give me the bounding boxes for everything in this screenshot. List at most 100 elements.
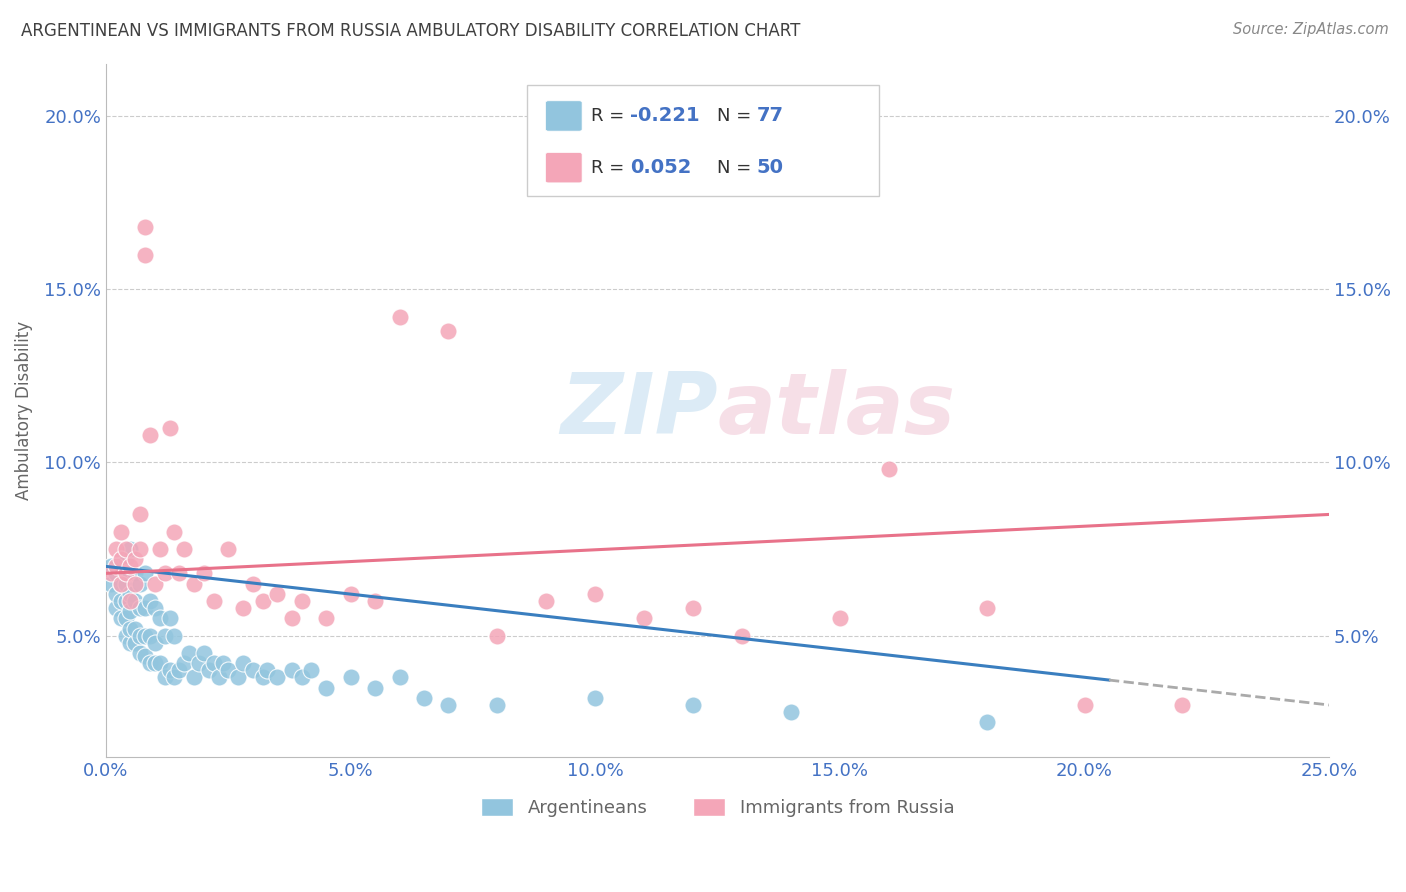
- Text: 77: 77: [756, 106, 783, 126]
- Point: [877, 462, 900, 476]
- Point: [120, 594, 142, 608]
- Point: [486, 698, 509, 712]
- Text: -0.221: -0.221: [630, 106, 700, 126]
- Point: [139, 629, 162, 643]
- Point: [129, 542, 152, 557]
- Point: [633, 611, 655, 625]
- Point: [104, 601, 127, 615]
- Point: [104, 587, 127, 601]
- Point: [212, 657, 235, 671]
- Point: [153, 670, 176, 684]
- Point: [183, 576, 205, 591]
- Text: N =: N =: [717, 159, 756, 177]
- Point: [217, 664, 239, 678]
- Point: [124, 622, 146, 636]
- Point: [129, 629, 152, 643]
- Point: [124, 635, 146, 649]
- Point: [114, 629, 136, 643]
- Point: [266, 670, 288, 684]
- Point: [143, 635, 166, 649]
- Point: [134, 601, 156, 615]
- Point: [129, 646, 152, 660]
- Point: [291, 594, 314, 608]
- Point: [226, 670, 249, 684]
- Point: [437, 698, 460, 712]
- Point: [124, 566, 146, 581]
- Point: [114, 594, 136, 608]
- Point: [100, 576, 122, 591]
- Point: [217, 542, 239, 557]
- Point: [183, 670, 205, 684]
- Text: R =: R =: [591, 107, 630, 125]
- Point: [266, 587, 288, 601]
- Point: [682, 601, 704, 615]
- Point: [202, 594, 225, 608]
- Point: [129, 576, 152, 591]
- Point: [134, 629, 156, 643]
- Point: [134, 247, 156, 261]
- Point: [583, 587, 606, 601]
- Point: [114, 576, 136, 591]
- Point: [252, 594, 274, 608]
- Point: [124, 552, 146, 566]
- Point: [828, 611, 851, 625]
- Point: [731, 629, 754, 643]
- Text: ZIP: ZIP: [560, 369, 717, 452]
- Point: [232, 657, 254, 671]
- Point: [104, 559, 127, 574]
- Point: [110, 524, 132, 539]
- Point: [315, 681, 337, 695]
- Point: [207, 670, 229, 684]
- Point: [197, 664, 219, 678]
- Point: [143, 601, 166, 615]
- Point: [163, 670, 186, 684]
- Point: [120, 622, 142, 636]
- Point: [252, 670, 274, 684]
- Point: [193, 566, 215, 581]
- Point: [139, 427, 162, 442]
- Point: [187, 657, 209, 671]
- Point: [153, 566, 176, 581]
- Point: [134, 649, 156, 664]
- Point: [193, 646, 215, 660]
- Point: [583, 691, 606, 706]
- Point: [413, 691, 436, 706]
- Point: [100, 559, 122, 574]
- Point: [120, 604, 142, 618]
- Point: [110, 611, 132, 625]
- Text: R =: R =: [591, 159, 630, 177]
- Text: Source: ZipAtlas.com: Source: ZipAtlas.com: [1233, 22, 1389, 37]
- Point: [339, 670, 361, 684]
- Point: [129, 508, 152, 522]
- Point: [114, 542, 136, 557]
- Point: [437, 324, 460, 338]
- Point: [1073, 698, 1095, 712]
- Point: [169, 664, 191, 678]
- Point: [291, 670, 314, 684]
- Point: [976, 601, 998, 615]
- Point: [339, 587, 361, 601]
- Point: [143, 576, 166, 591]
- Point: [149, 657, 172, 671]
- Point: [120, 559, 142, 574]
- Point: [281, 611, 304, 625]
- Point: [124, 594, 146, 608]
- Point: [364, 681, 387, 695]
- Point: [163, 629, 186, 643]
- Point: [100, 566, 122, 581]
- Legend: Argentineans, Immigrants from Russia: Argentineans, Immigrants from Russia: [474, 790, 962, 824]
- Point: [388, 310, 411, 324]
- Point: [110, 559, 132, 574]
- Point: [139, 657, 162, 671]
- Point: [1171, 698, 1194, 712]
- Point: [114, 611, 136, 625]
- Point: [124, 576, 146, 591]
- Point: [120, 635, 142, 649]
- Point: [149, 542, 172, 557]
- Point: [120, 542, 142, 557]
- Point: [682, 698, 704, 712]
- Text: 0.052: 0.052: [630, 158, 692, 178]
- Point: [242, 664, 264, 678]
- Point: [110, 576, 132, 591]
- Point: [120, 566, 142, 581]
